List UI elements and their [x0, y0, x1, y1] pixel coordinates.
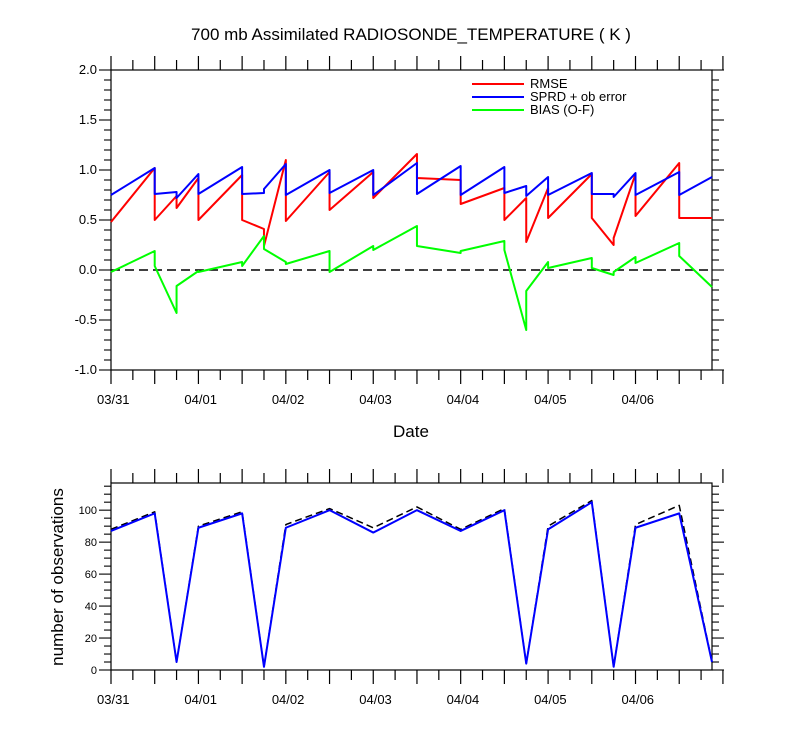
x-axis-label: Date: [393, 422, 429, 441]
plot1-y-tick-label: 60: [85, 569, 97, 581]
plot0-series-bias-o-f: [110, 225, 713, 331]
plot1-x-tick-label: 04/03: [359, 692, 392, 707]
plot1-x-tick-label: 03/31: [97, 692, 130, 707]
plot1-y-tick-label: 0: [91, 665, 97, 677]
plot0-y-tick-label: 0.5: [79, 212, 97, 227]
plot1-series-assimilated-observations: [110, 501, 713, 668]
plot1-x-tick-label: 04/02: [272, 692, 305, 707]
legend-label: BIAS (O-F): [530, 102, 594, 117]
plot0-y-tick-label: 1.5: [79, 112, 97, 127]
plot0-series-sprd-ob-error: [110, 162, 713, 199]
legend-label: RMSE: [530, 76, 568, 91]
plot1-x-tick-label: 04/01: [184, 692, 217, 707]
plot1-y-tick-label: 20: [85, 633, 97, 645]
bottom-plot: 03/31 04/01 04/02 04/03 04/04 04/05 04/06 0 20 40…: [79, 469, 724, 707]
plot1-y-tick-label: 100: [79, 505, 97, 517]
plot1-y-tick-label: 80: [85, 537, 97, 549]
plot0-y-tick-label: -1.0: [75, 362, 97, 377]
plot0-x-tick-label: 03/31: [97, 392, 130, 407]
plot0-frame: [110, 69, 713, 371]
y-axis-label-bottom: number of observations: [48, 488, 67, 666]
plot0-y-tick-label: 0.0: [79, 262, 97, 277]
plot1-frame: [110, 482, 713, 671]
chart-title: 700 mb Assimilated RADIOSONDE_TEMPERATUR…: [191, 25, 631, 44]
plot0-x-tick-label: 04/01: [184, 392, 217, 407]
plot0-y-tick-label: -0.5: [75, 312, 97, 327]
plot0-y-tick-label: 1.0: [79, 162, 97, 177]
plot1-x-tick-label: 04/05: [534, 692, 567, 707]
plot0-x-tick-label: 04/03: [359, 392, 392, 407]
top-plot: 03/31 04/01 04/02 04/03 04/04 04/05 04/06 -1.0 -…: [75, 56, 724, 407]
plot0-x-tick-label: 04/04: [447, 392, 480, 407]
plot1-x-tick-label: 04/06: [622, 692, 655, 707]
plot0-x-tick-label: 04/06: [622, 392, 655, 407]
plot1-y-tick-label: 40: [85, 601, 97, 613]
plot1-series-possible-observations: [110, 499, 713, 668]
legend-label: SPRD + ob error: [530, 89, 627, 104]
plot0-x-tick-label: 04/05: [534, 392, 567, 407]
plot0-x-tick-label: 04/02: [272, 392, 305, 407]
plot0-y-tick-label: 2.0: [79, 62, 97, 77]
plot1-x-tick-label: 04/04: [447, 692, 480, 707]
